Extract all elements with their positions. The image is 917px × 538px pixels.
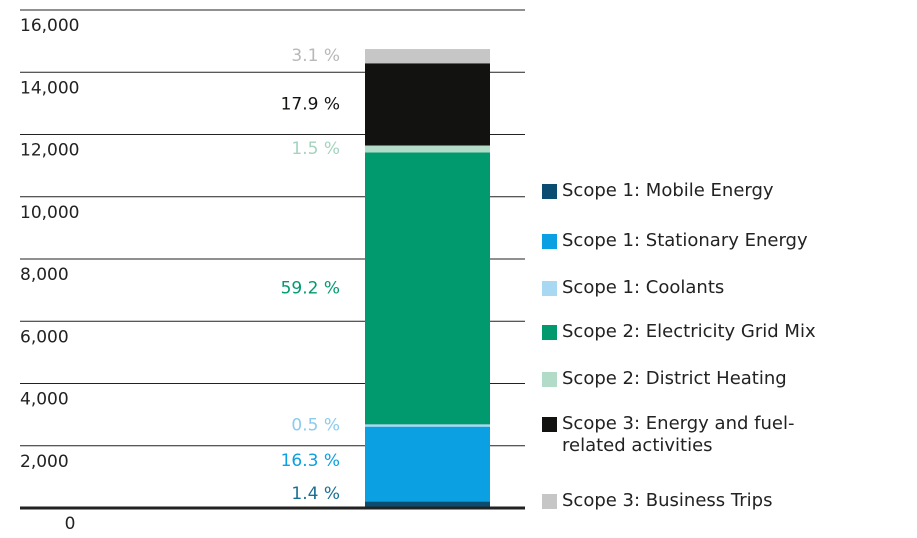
y-tick-label: 10,000 <box>20 203 79 223</box>
bar-segment <box>365 152 490 425</box>
legend-swatch <box>542 281 557 296</box>
y-tick-label: 16,000 <box>20 16 79 36</box>
y-tick-label: 0 <box>65 514 76 534</box>
legend-item: Scope 2: District Heating <box>542 368 912 390</box>
legend-item: Scope 1: Stationary Energy <box>542 230 912 252</box>
data-label: 1.5 % <box>291 139 340 159</box>
legend-item: Scope 2: Electricity Grid Mix <box>542 321 912 343</box>
data-label: 59.2 % <box>281 278 340 298</box>
bar-segment <box>365 424 490 427</box>
legend-swatch <box>542 417 557 432</box>
legend-label: Scope 2: Electricity Grid Mix <box>562 321 816 342</box>
y-tick-label: 4,000 <box>20 390 69 410</box>
bar-segment <box>365 145 490 153</box>
legend-label: Scope 3: Energy and fuel-related activit… <box>562 413 795 456</box>
legend-item: Scope 1: Coolants <box>542 277 912 299</box>
y-tick-label: 6,000 <box>20 327 69 347</box>
legend-swatch <box>542 234 557 249</box>
data-label: 16.3 % <box>281 451 340 471</box>
legend-swatch <box>542 184 557 199</box>
legend-swatch <box>542 372 557 387</box>
data-label: 0.5 % <box>291 416 340 436</box>
legend-label: Scope 1: Coolants <box>562 277 725 298</box>
y-tick-label: 14,000 <box>20 78 79 98</box>
legend-label: Scope 2: District Heating <box>562 368 787 389</box>
y-tick-label: 8,000 <box>20 265 69 285</box>
bar-segment <box>365 63 490 146</box>
bar-segment <box>365 501 490 508</box>
legend-swatch <box>542 325 557 340</box>
data-label: 17.9 % <box>281 94 340 114</box>
y-tick-label: 12,000 <box>20 141 79 161</box>
legend-swatch <box>542 494 557 509</box>
legend-item: Scope 1: Mobile Energy <box>542 180 912 202</box>
legend-item: Scope 3: Business Trips <box>542 490 912 512</box>
legend-item: Scope 3: Energy and fuel-related activit… <box>542 413 912 457</box>
legend-label: Scope 1: Stationary Energy <box>562 230 808 251</box>
bar-segment <box>365 426 490 502</box>
bar-segment <box>365 49 490 64</box>
data-label: 3.1 % <box>291 46 340 66</box>
legend-label: Scope 1: Mobile Energy <box>562 180 774 201</box>
legend-label: Scope 3: Business Trips <box>562 490 773 511</box>
y-tick-label: 2,000 <box>20 452 69 472</box>
data-label: 1.4 % <box>291 484 340 504</box>
